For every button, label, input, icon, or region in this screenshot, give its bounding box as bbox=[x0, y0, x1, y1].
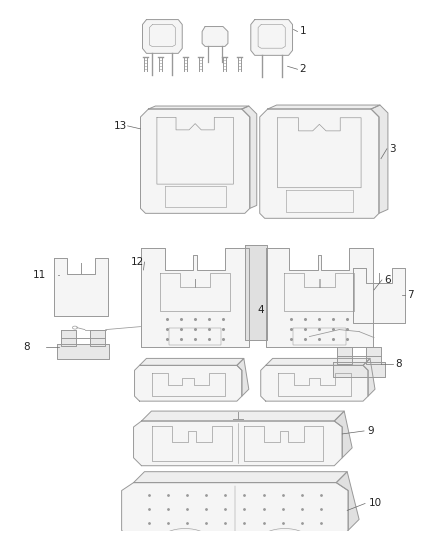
Text: 12: 12 bbox=[131, 257, 144, 267]
Polygon shape bbox=[366, 348, 381, 364]
Text: 13: 13 bbox=[114, 121, 127, 131]
Polygon shape bbox=[57, 344, 109, 359]
Polygon shape bbox=[140, 358, 244, 365]
Text: 1: 1 bbox=[300, 27, 306, 36]
Polygon shape bbox=[266, 358, 370, 365]
Polygon shape bbox=[334, 411, 352, 458]
Polygon shape bbox=[90, 329, 105, 346]
Polygon shape bbox=[141, 248, 249, 348]
Polygon shape bbox=[160, 273, 230, 311]
Polygon shape bbox=[202, 27, 228, 46]
Polygon shape bbox=[336, 472, 359, 530]
Polygon shape bbox=[165, 186, 226, 207]
Text: 8: 8 bbox=[23, 343, 30, 352]
Polygon shape bbox=[293, 328, 346, 344]
Polygon shape bbox=[286, 190, 353, 212]
Polygon shape bbox=[157, 117, 233, 184]
Polygon shape bbox=[278, 373, 351, 396]
Text: 3: 3 bbox=[389, 144, 396, 154]
Polygon shape bbox=[244, 426, 323, 461]
Polygon shape bbox=[148, 106, 249, 109]
Polygon shape bbox=[169, 328, 221, 344]
Polygon shape bbox=[261, 365, 368, 401]
Text: 10: 10 bbox=[369, 498, 382, 508]
Polygon shape bbox=[149, 25, 175, 46]
Polygon shape bbox=[260, 109, 379, 219]
Polygon shape bbox=[142, 20, 182, 53]
Polygon shape bbox=[60, 329, 76, 346]
Polygon shape bbox=[245, 245, 267, 340]
Polygon shape bbox=[53, 258, 108, 316]
Polygon shape bbox=[278, 118, 361, 188]
Text: 9: 9 bbox=[367, 426, 374, 436]
Text: 11: 11 bbox=[33, 270, 46, 280]
Polygon shape bbox=[353, 268, 405, 322]
Polygon shape bbox=[371, 105, 388, 213]
Text: 2: 2 bbox=[300, 64, 306, 74]
Polygon shape bbox=[134, 421, 342, 466]
Polygon shape bbox=[363, 358, 375, 396]
Polygon shape bbox=[333, 362, 385, 377]
Text: 7: 7 bbox=[407, 290, 413, 300]
Polygon shape bbox=[152, 373, 225, 396]
Polygon shape bbox=[134, 365, 242, 401]
Text: 4: 4 bbox=[258, 305, 265, 314]
Polygon shape bbox=[242, 106, 257, 208]
Polygon shape bbox=[266, 248, 373, 348]
Text: 6: 6 bbox=[384, 275, 391, 285]
Text: 8: 8 bbox=[395, 359, 402, 369]
Polygon shape bbox=[251, 20, 293, 55]
Polygon shape bbox=[122, 482, 348, 533]
Polygon shape bbox=[152, 426, 232, 461]
Polygon shape bbox=[134, 472, 347, 482]
Polygon shape bbox=[268, 105, 380, 109]
Polygon shape bbox=[337, 348, 353, 364]
Polygon shape bbox=[258, 25, 285, 48]
Polygon shape bbox=[141, 109, 250, 213]
Polygon shape bbox=[285, 273, 354, 311]
Polygon shape bbox=[237, 358, 249, 396]
Polygon shape bbox=[141, 411, 344, 421]
